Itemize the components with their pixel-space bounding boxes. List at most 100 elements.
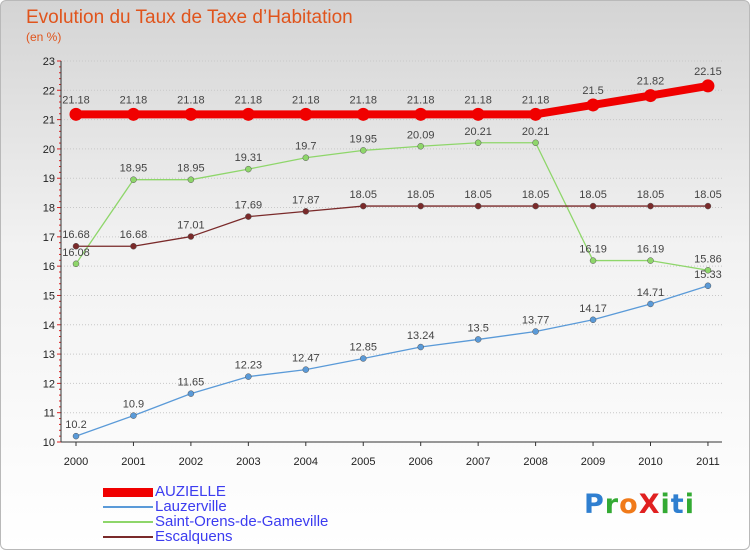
series-3 [72, 202, 712, 250]
data-label: 21.18 [235, 94, 263, 106]
data-label: 16.68 [62, 229, 90, 241]
y-tick-label: 22 [43, 85, 55, 97]
data-label: 13.77 [522, 315, 550, 327]
data-point [474, 336, 482, 343]
series-0 [69, 79, 715, 121]
data-label: 21.18 [62, 94, 90, 106]
data-point [532, 139, 539, 147]
series-2 [72, 139, 712, 274]
data-point [704, 282, 712, 290]
data-point [417, 202, 424, 210]
data-point [130, 176, 137, 183]
data-point [126, 107, 140, 121]
data-point [414, 107, 428, 121]
data-point [647, 202, 654, 210]
data-label: 19.7 [295, 141, 316, 153]
data-point [474, 202, 482, 210]
data-label: 15.86 [694, 253, 722, 265]
series-1 [72, 282, 712, 440]
data-point [589, 202, 597, 210]
legend-label: AUZIELLE [155, 483, 226, 500]
data-label: 19.95 [349, 133, 377, 145]
series-lines [69, 79, 715, 440]
data-point [474, 139, 482, 147]
data-label: 16.19 [637, 244, 665, 256]
legend-swatch [103, 506, 153, 508]
legend-swatch [103, 487, 153, 497]
data-point [532, 328, 539, 335]
data-point [701, 79, 715, 93]
y-tick-label: 15 [43, 290, 55, 302]
data-label: 17.01 [177, 220, 205, 232]
data-label: 13.5 [467, 322, 488, 334]
y-tick-label: 19 [43, 173, 55, 185]
data-label: 18.95 [120, 163, 148, 175]
x-tick-label: 2000 [64, 456, 88, 468]
data-point [589, 316, 597, 324]
data-point [532, 202, 539, 210]
data-point [586, 98, 600, 112]
data-point [647, 300, 654, 308]
series-line [75, 142, 709, 271]
data-label: 16.68 [120, 229, 148, 241]
data-label: 14.17 [579, 303, 607, 315]
data-label: 14.71 [637, 287, 665, 299]
data-label: 18.05 [522, 189, 550, 201]
data-label: 18.95 [177, 163, 205, 175]
data-label: 18.05 [407, 189, 435, 201]
x-tick-label: 2009 [581, 456, 605, 468]
y-tick-label: 18 [43, 203, 55, 215]
logo-letter: X [638, 489, 661, 520]
axes: 10 11 12 13 14 15 16 17 18 19 20 21 22 23 2000 2001 2002… [43, 56, 722, 468]
data-point [72, 242, 80, 250]
chart-title: Evolution du Taux de Taxe d’Habitation [26, 7, 353, 28]
data-label: 16.19 [579, 244, 607, 256]
unit-label: (en %) [26, 30, 62, 44]
legend-swatch [103, 521, 153, 523]
data-point [704, 202, 712, 210]
data-point [184, 107, 198, 121]
data-label: 21.18 [349, 94, 377, 106]
y-tick-label: 11 [44, 408, 55, 420]
x-tick-label: 2002 [179, 456, 203, 468]
data-label: 12.85 [349, 341, 377, 353]
data-point [187, 176, 195, 183]
y-tick-label: 21 [43, 115, 55, 127]
data-label: 21.18 [407, 94, 435, 106]
data-point [72, 260, 80, 268]
data-label: 21.82 [637, 76, 665, 88]
legend-label: Lauzerville [155, 498, 227, 515]
series-line [72, 81, 712, 119]
logo-letter: o [619, 489, 639, 520]
data-point [241, 107, 255, 121]
data-label: 21.18 [177, 94, 205, 106]
data-label: 15.33 [694, 269, 722, 281]
data-point [356, 107, 370, 121]
legend-swatch [103, 536, 153, 538]
logo-letter: i [684, 489, 695, 520]
data-point [302, 366, 310, 373]
logo-letter: t [670, 489, 685, 520]
logo-letter: P [584, 489, 605, 520]
data-point [417, 143, 424, 150]
x-tick-label: 2007 [466, 456, 490, 468]
data-point [589, 257, 597, 264]
data-point [299, 107, 313, 121]
x-tick-label: 2010 [638, 456, 662, 468]
data-point [471, 107, 485, 121]
y-tick-label: 14 [43, 320, 55, 332]
data-point [704, 267, 712, 274]
data-label: 18.05 [637, 189, 665, 201]
x-tick-label: 2011 [696, 456, 720, 468]
data-point [245, 213, 252, 220]
data-label: 19.31 [235, 152, 263, 164]
y-tick-label: 17 [43, 232, 55, 244]
data-label: 21.18 [464, 94, 492, 106]
data-label: 21.18 [120, 94, 148, 106]
data-label: 20.21 [522, 126, 550, 138]
data-point [130, 242, 137, 250]
series-line [75, 285, 709, 437]
x-tick-label: 2005 [351, 456, 375, 468]
